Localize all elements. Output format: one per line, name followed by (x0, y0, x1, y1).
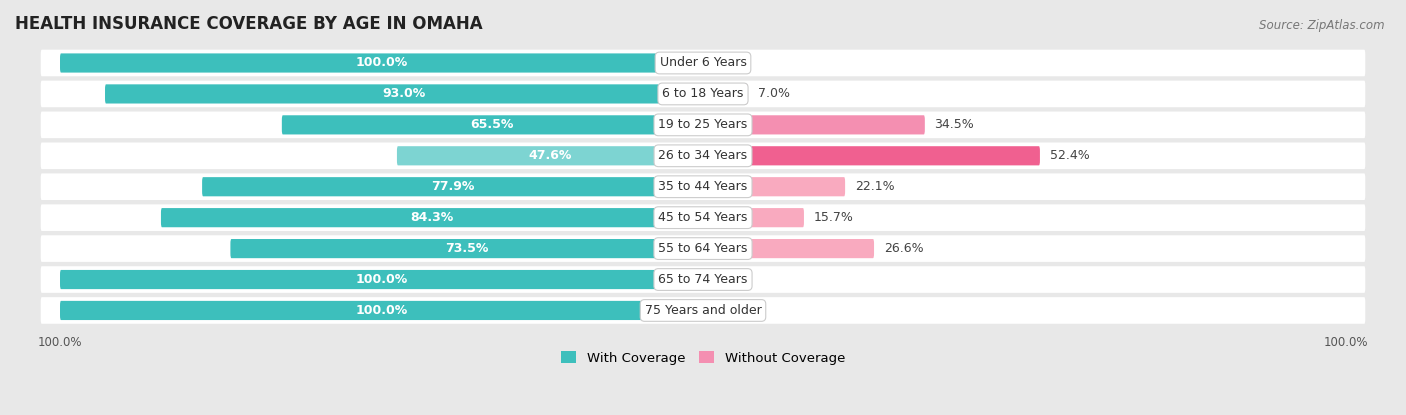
Text: 73.5%: 73.5% (446, 242, 488, 255)
FancyBboxPatch shape (703, 177, 845, 196)
Text: 15.7%: 15.7% (814, 211, 853, 224)
Legend: With Coverage, Without Coverage: With Coverage, Without Coverage (555, 346, 851, 370)
FancyBboxPatch shape (703, 208, 804, 227)
FancyBboxPatch shape (281, 115, 703, 134)
FancyBboxPatch shape (41, 204, 1365, 231)
FancyBboxPatch shape (41, 173, 1365, 200)
Text: 52.4%: 52.4% (1049, 149, 1090, 162)
FancyBboxPatch shape (60, 54, 703, 73)
Text: 65.5%: 65.5% (471, 118, 515, 132)
Text: 93.0%: 93.0% (382, 88, 426, 100)
Text: 7.0%: 7.0% (758, 88, 790, 100)
FancyBboxPatch shape (41, 81, 1365, 107)
Text: 100.0%: 100.0% (356, 304, 408, 317)
Text: 65 to 74 Years: 65 to 74 Years (658, 273, 748, 286)
Text: 34.5%: 34.5% (935, 118, 974, 132)
Text: 55 to 64 Years: 55 to 64 Years (658, 242, 748, 255)
FancyBboxPatch shape (160, 208, 703, 227)
Text: 22.1%: 22.1% (855, 180, 894, 193)
FancyBboxPatch shape (41, 297, 1365, 324)
Text: 84.3%: 84.3% (411, 211, 454, 224)
FancyBboxPatch shape (703, 84, 748, 103)
FancyBboxPatch shape (703, 115, 925, 134)
Text: 26.6%: 26.6% (884, 242, 924, 255)
Text: 45 to 54 Years: 45 to 54 Years (658, 211, 748, 224)
Text: 35 to 44 Years: 35 to 44 Years (658, 180, 748, 193)
FancyBboxPatch shape (60, 270, 703, 289)
FancyBboxPatch shape (396, 146, 703, 166)
FancyBboxPatch shape (41, 142, 1365, 169)
Text: 47.6%: 47.6% (529, 149, 572, 162)
Text: 19 to 25 Years: 19 to 25 Years (658, 118, 748, 132)
FancyBboxPatch shape (231, 239, 703, 258)
Text: 6 to 18 Years: 6 to 18 Years (662, 88, 744, 100)
FancyBboxPatch shape (41, 235, 1365, 262)
FancyBboxPatch shape (703, 239, 875, 258)
FancyBboxPatch shape (202, 177, 703, 196)
Text: HEALTH INSURANCE COVERAGE BY AGE IN OMAHA: HEALTH INSURANCE COVERAGE BY AGE IN OMAH… (15, 15, 482, 33)
Text: 100.0%: 100.0% (356, 56, 408, 69)
Text: Under 6 Years: Under 6 Years (659, 56, 747, 69)
FancyBboxPatch shape (41, 266, 1365, 293)
Text: 77.9%: 77.9% (430, 180, 474, 193)
Text: 75 Years and older: 75 Years and older (644, 304, 762, 317)
FancyBboxPatch shape (41, 112, 1365, 138)
FancyBboxPatch shape (60, 301, 703, 320)
Text: Source: ZipAtlas.com: Source: ZipAtlas.com (1260, 19, 1385, 32)
Text: 26 to 34 Years: 26 to 34 Years (658, 149, 748, 162)
FancyBboxPatch shape (703, 146, 1040, 166)
FancyBboxPatch shape (41, 50, 1365, 76)
FancyBboxPatch shape (105, 84, 703, 103)
Text: 100.0%: 100.0% (356, 273, 408, 286)
